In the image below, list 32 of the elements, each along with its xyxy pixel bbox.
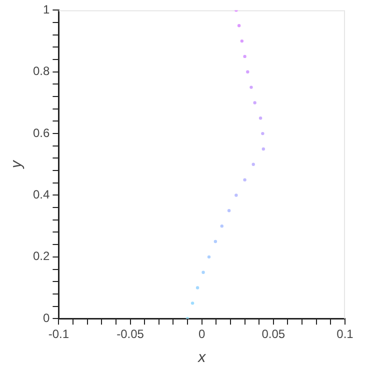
y-tick-label: 1 [42,2,50,17]
x-tick-label: -0.05 [116,327,144,342]
y-tick-label: 0 [42,310,50,325]
point [253,101,256,104]
point [262,147,265,151]
point [237,24,241,28]
y-tick-label: 0.2 [32,249,50,264]
y-tick-label: 0.4 [32,188,50,202]
point [252,162,255,166]
y-tick-label: 0.6 [32,126,50,140]
point [258,116,262,120]
point [196,286,200,290]
x-tick-label: 0 [198,327,206,342]
point [207,255,211,259]
point [227,209,231,212]
x-tick-label: -0.1 [48,327,70,342]
point [202,270,205,274]
point [234,194,238,197]
x-tick-label: 0.05 [262,327,286,342]
point [246,70,250,74]
point [220,224,224,228]
point [214,240,218,244]
point [243,178,246,182]
point [240,39,244,43]
x-tick-label: 0.1 [336,327,354,342]
point [243,54,246,58]
x-axis-title: x [197,349,206,366]
y-axis-title: y [8,159,26,170]
y-tick-label: 0.8 [32,64,50,78]
point [250,86,253,89]
point [190,302,194,305]
point [261,132,264,136]
